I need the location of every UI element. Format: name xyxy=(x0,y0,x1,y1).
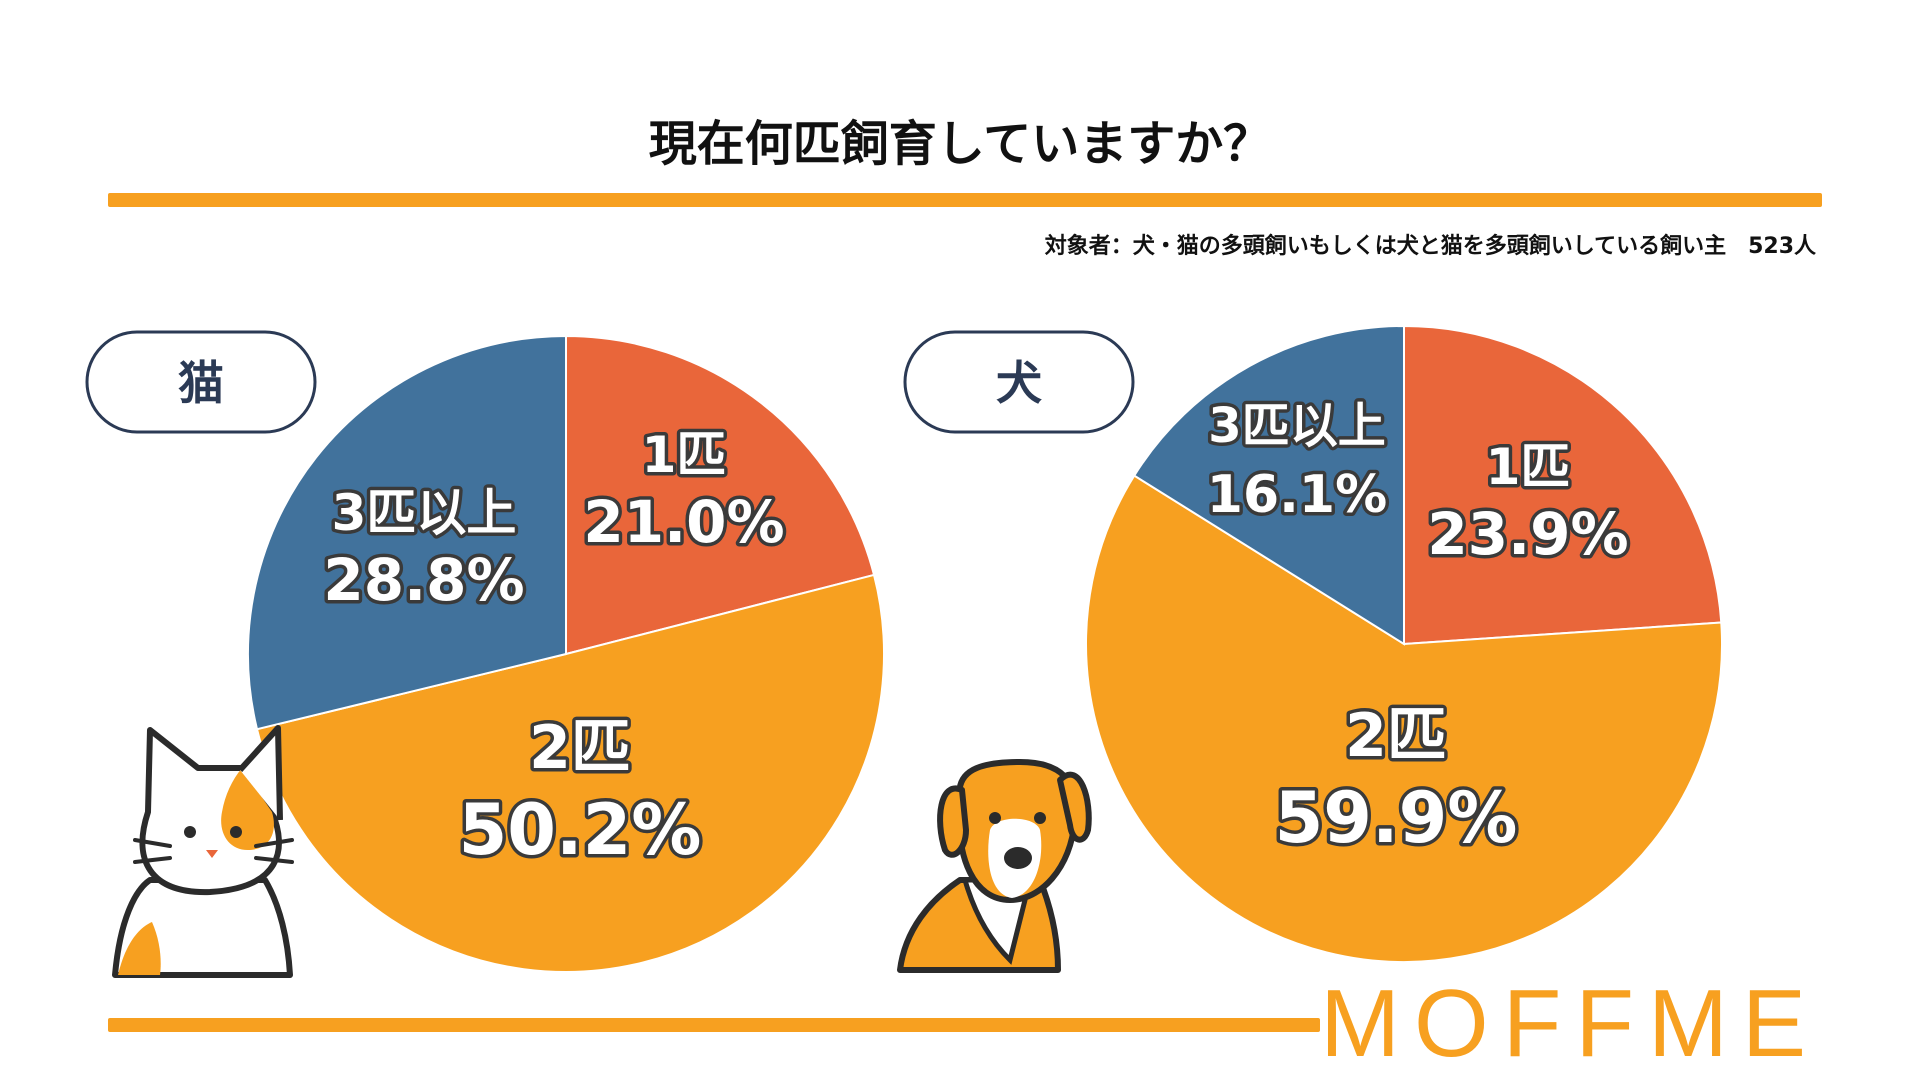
cat-label-pill xyxy=(85,330,317,434)
dog-slice-label-two: 2匹 xyxy=(1345,701,1447,771)
dog-label-pill xyxy=(903,330,1135,434)
dog-slice-percent-two: 59.9% xyxy=(1275,777,1518,859)
cat-slice-label-two: 2匹 xyxy=(529,713,631,783)
cat-slice-label-three-plus: 3匹以上 xyxy=(332,484,517,542)
cat-pie-slice-three-plus xyxy=(247,334,567,731)
bottom-divider xyxy=(108,1018,1320,1032)
chart-title: 現在何匹飼育していますか？ xyxy=(649,116,1272,172)
dog-pie-slice-one xyxy=(1403,324,1723,646)
cat-slice-percent-two: 50.2% xyxy=(459,789,702,871)
top-divider xyxy=(108,193,1822,207)
dog-slice-percent-one: 23.9% xyxy=(1427,500,1628,568)
dog-slice-label-three-plus: 3匹以上 xyxy=(1208,398,1385,454)
cat-pie-slice-one xyxy=(565,334,876,656)
cat-illustration xyxy=(112,725,294,978)
dog-slice-label-one: 1匹 xyxy=(1486,438,1571,496)
cat-pie-title: 猫 xyxy=(178,356,224,410)
brand-logo: MOFFME xyxy=(1320,970,1820,1077)
dog-pie-slice-three-plus xyxy=(1132,324,1405,646)
cat-pie-slice-two xyxy=(255,573,885,973)
cat-slice-percent-three-plus: 28.8% xyxy=(323,546,524,614)
dog-illustration xyxy=(897,759,1092,973)
cat-slice-percent-one: 21.0% xyxy=(583,488,784,556)
dog-pie-title: 犬 xyxy=(996,356,1042,410)
dog-pie-slice-two xyxy=(1084,474,1723,963)
survey-subtitle: 対象者：犬・猫の多頭飼いもしくは犬と猫を多頭飼いしている飼い主 523人 xyxy=(1045,233,1816,259)
cat-slice-label-one: 1匹 xyxy=(642,426,727,484)
dog-slice-percent-three-plus: 16.1% xyxy=(1207,465,1387,525)
